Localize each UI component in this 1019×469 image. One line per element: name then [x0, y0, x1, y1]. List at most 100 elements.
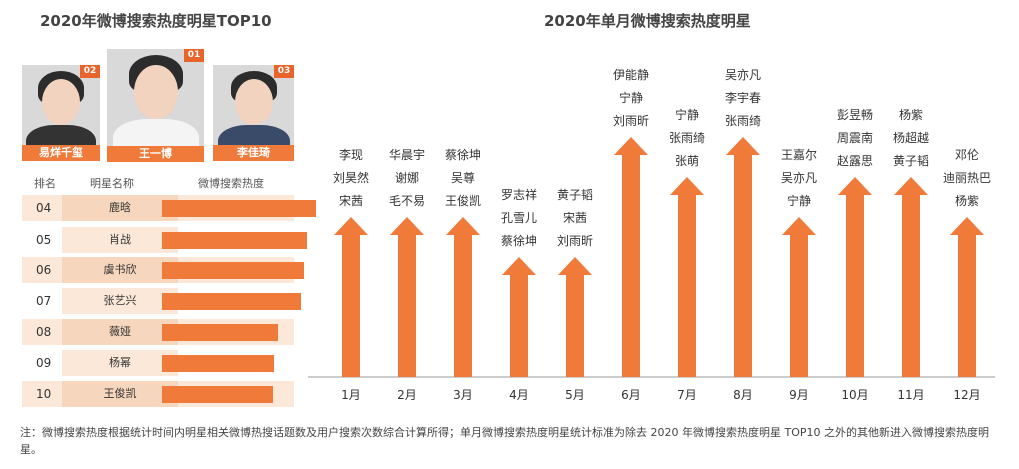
star-label: 张萌 — [675, 154, 699, 168]
star-label: 谢娜 — [395, 170, 419, 185]
star-label: 周震南 — [837, 130, 873, 145]
star-label: 王俊凯 — [445, 193, 481, 208]
arrow-bar-4 — [502, 257, 536, 377]
star-label: 彭昱畅 — [837, 108, 873, 122]
star-label: 杨紫 — [955, 193, 979, 208]
rank-badge: 03 — [274, 65, 294, 78]
star-label: 孔雪儿 — [501, 211, 537, 225]
col-head-rank: 排名 — [34, 177, 56, 190]
month-tick-label: 12月 — [953, 388, 980, 402]
arrow-bar-2 — [390, 217, 424, 377]
rank-badge: 01 — [184, 49, 204, 62]
row-name: 虞书欣 — [62, 257, 178, 283]
star-label: 黄子韬 — [893, 154, 929, 168]
star-label: 罗志祥 — [501, 188, 537, 202]
arrow-bar-5 — [558, 257, 592, 377]
star-label: 华晨宇 — [389, 148, 425, 162]
star-label: 李宇春 — [725, 90, 761, 105]
col-head-name: 明星名称 — [90, 177, 134, 190]
star-name: 王一博 — [107, 146, 204, 162]
footnote: 注：微博搜索热度根据统计时间内明星相关微博热搜话题数及用户搜索次数综合计算所得；… — [20, 426, 989, 456]
row-name: 张艺兴 — [62, 288, 178, 314]
star-label: 宋茜 — [339, 193, 363, 208]
arrow-bar-1 — [334, 217, 368, 377]
row-name: 杨幂 — [62, 350, 178, 376]
row-rank: 06 — [36, 263, 52, 277]
top-card-3: 03 李佳琦 — [213, 65, 294, 161]
heat-bar — [162, 200, 316, 217]
star-label: 黄子韬 — [557, 188, 593, 202]
star-label: 邓伦 — [955, 147, 979, 162]
month-tick-label: 10月 — [841, 388, 868, 402]
star-label: 赵露思 — [837, 154, 873, 168]
face-shape — [42, 79, 80, 125]
row-rank: 04 — [36, 201, 52, 215]
month-tick-label: 5月 — [565, 388, 585, 402]
col-head-heat: 微博搜索热度 — [198, 177, 264, 190]
row-rank: 08 — [36, 325, 52, 339]
arrow-bar-12 — [950, 217, 984, 377]
table-row: 07 张艺兴 — [22, 288, 301, 314]
heat-bar — [162, 355, 275, 372]
star-label: 蔡徐坤 — [501, 233, 537, 248]
month-tick-label: 1月 — [341, 388, 361, 402]
table-row: 04 鹿晗 — [22, 195, 316, 221]
top-card-2: 02 易烊千玺 — [22, 65, 100, 161]
row-name: 王俊凯 — [62, 381, 178, 407]
table-row: 05 肖战 — [22, 227, 307, 253]
row-rank: 09 — [36, 356, 52, 370]
row-name: 肖战 — [62, 227, 178, 253]
face-shape — [133, 65, 178, 119]
star-label: 宋茜 — [563, 210, 587, 225]
top-card-1: 01 王一博 — [107, 49, 204, 162]
month-tick-label: 7月 — [677, 388, 697, 402]
table-row: 08 薇娅 — [22, 319, 294, 345]
row-rank: 10 — [36, 387, 52, 401]
row-name: 鹿晗 — [62, 195, 178, 221]
star-label: 刘雨昕 — [613, 114, 649, 128]
table-row: 06 虞书欣 — [22, 257, 304, 283]
arrow-bar-8 — [726, 137, 760, 377]
arrow-bar-7 — [670, 177, 704, 377]
star-label: 吴亦凡 — [725, 67, 761, 82]
arrow-bar-3 — [446, 217, 480, 377]
face-shape — [234, 79, 273, 125]
star-label: 宁静 — [675, 107, 699, 122]
star-name: 易烊千玺 — [22, 145, 100, 161]
star-label: 刘雨昕 — [557, 234, 593, 248]
arrow-bar-10 — [838, 177, 872, 377]
left-chart-title: 2020年微博搜索热度明星TOP10 — [40, 12, 272, 30]
row-rank: 07 — [36, 294, 52, 308]
month-tick-label: 8月 — [733, 388, 753, 402]
heat-bar — [162, 232, 307, 249]
arrow-bar-11 — [894, 177, 928, 377]
star-label: 杨紫 — [899, 107, 923, 122]
table-row: 09 杨幂 — [22, 350, 294, 376]
star-label: 吴亦凡 — [781, 170, 817, 185]
arrow-bar-6 — [614, 137, 648, 377]
star-label: 迪丽热巴 — [943, 171, 991, 185]
rank-badge: 02 — [80, 65, 100, 78]
month-tick-label: 2月 — [397, 388, 417, 402]
star-label: 李现 — [339, 147, 363, 162]
month-tick-label: 9月 — [789, 388, 809, 402]
row-name: 薇娅 — [62, 319, 178, 345]
star-label: 杨超越 — [893, 130, 929, 145]
arrow-bar-9 — [782, 217, 816, 377]
month-tick-label: 6月 — [621, 388, 641, 402]
star-label: 王嘉尔 — [781, 147, 817, 162]
heat-bar — [162, 262, 304, 279]
star-label: 张雨绮 — [669, 131, 705, 145]
star-label: 张雨绮 — [725, 114, 761, 128]
star-label: 蔡徐坤 — [445, 147, 481, 162]
table-row: 10 王俊凯 — [22, 381, 294, 407]
star-label: 伊能静 — [613, 68, 649, 82]
star-label: 刘昊然 — [333, 170, 369, 185]
month-tick-label: 11月 — [897, 388, 924, 402]
right-chart-title: 2020年单月微博搜索热度明星 — [544, 12, 751, 30]
star-label: 宁静 — [619, 90, 643, 105]
row-rank: 05 — [36, 233, 52, 247]
star-label: 毛不易 — [389, 194, 425, 208]
heat-bar — [162, 324, 278, 341]
